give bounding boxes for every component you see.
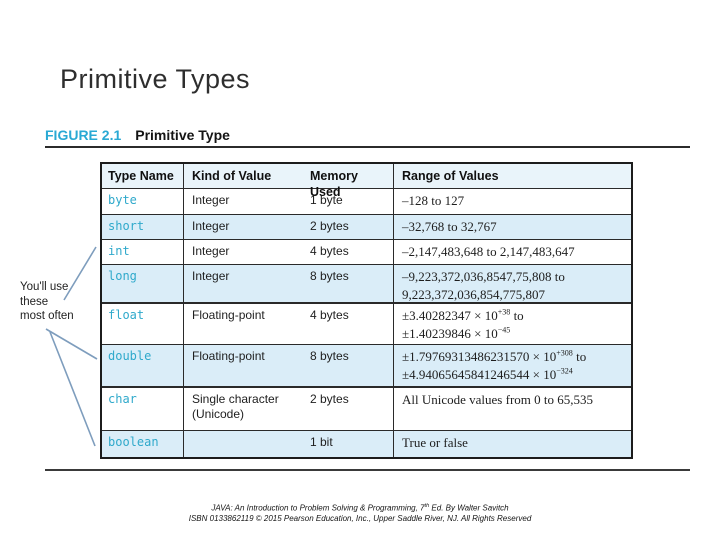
range-of-values-cell: True or false bbox=[402, 435, 468, 450]
table-row-byte: byte Integer 1 byte –128 to 127 bbox=[102, 188, 631, 214]
caption-rule bbox=[45, 146, 690, 148]
memory-used-cell: 8 bytes bbox=[302, 345, 394, 386]
kind-of-value-cell: Single character (Unicode) bbox=[192, 392, 279, 421]
column-header-memory-used: Memory Used bbox=[302, 164, 394, 199]
memory-used-cell: 4 bytes bbox=[302, 240, 394, 264]
table-row-double: double Floating-point 8 bytes ±1.7976931348… bbox=[102, 344, 631, 386]
kind-of-value-cell bbox=[184, 431, 302, 457]
table-header-row: Type Name Kind of Value Memory Used Rang… bbox=[102, 164, 631, 199]
column-header-kind-of-value: Kind of Value bbox=[192, 169, 272, 183]
memory-used-cell: 2 bytes bbox=[302, 388, 394, 430]
type-name-cell: short bbox=[102, 215, 184, 239]
memory-used-cell: 4 bytes bbox=[302, 304, 394, 344]
kind-of-value-cell: Integer bbox=[192, 219, 230, 233]
figure-caption: FIGURE 2.1 Primitive Type bbox=[45, 127, 230, 143]
type-name-cell: char bbox=[102, 388, 184, 430]
table-row-boolean: boolean 1 bit True or false bbox=[102, 430, 631, 457]
annotation-line: most often bbox=[20, 310, 74, 323]
annotation-text: You'll use these most often bbox=[20, 280, 74, 324]
page-title: Primitive Types bbox=[60, 64, 251, 94]
footer-credit: JAVA: An Introduction to Problem Solving… bbox=[0, 503, 720, 525]
type-name-cell: double bbox=[102, 345, 184, 386]
memory-used-cell: 1 bit bbox=[302, 431, 394, 457]
table-row-short: short Integer 2 bytes –32,768 to 32,767 bbox=[102, 214, 631, 239]
footer-line1: JAVA: An Introduction to Problem Solving… bbox=[211, 503, 509, 513]
table-row-long: long Integer 8 bytes –9,223,372,036,8547,75… bbox=[102, 264, 631, 302]
memory-used-cell: 1 byte bbox=[302, 189, 394, 214]
annotation-line: these bbox=[20, 295, 49, 308]
pointer-line-boolean bbox=[49, 331, 96, 447]
type-name-cell: int bbox=[102, 240, 184, 264]
range-of-values-cell: –32,768 to 32,767 bbox=[402, 219, 497, 234]
kind-of-value-cell: Integer bbox=[192, 193, 230, 207]
type-name-cell: long bbox=[102, 265, 184, 302]
kind-of-value-cell: Integer bbox=[192, 244, 230, 258]
column-header-type-name: Type Name bbox=[102, 164, 184, 188]
range-of-values-cell: ±3.40282347 × 10+38 to ±1.40239846 × 10−4… bbox=[402, 307, 524, 342]
primitive-types-table: Type Name Kind of Value Memory Used Rang… bbox=[100, 162, 633, 459]
memory-used-cell: 8 bytes bbox=[302, 265, 394, 302]
figure-label: FIGURE 2.1 bbox=[45, 127, 122, 143]
type-name-cell: boolean bbox=[102, 431, 184, 457]
kind-of-value-cell: Integer bbox=[192, 269, 230, 283]
footer-line2: ISBN 0133862119 © 2015 Pearson Education… bbox=[188, 514, 532, 524]
range-of-values-cell: –9,223,372,036,8547,75,808 to 9,223,372,0… bbox=[402, 269, 565, 303]
table-row-int: int Integer 4 bytes –2,147,483,648 to 2,147… bbox=[102, 239, 631, 264]
kind-of-value-cell: Floating-point bbox=[192, 308, 265, 322]
column-header-range-of-values: Range of Values bbox=[402, 169, 499, 183]
range-of-values-cell: –128 to 127 bbox=[402, 193, 465, 208]
pointer-line-double bbox=[45, 328, 98, 360]
table-row-char: char Single character (Unicode) 2 bytes All… bbox=[102, 386, 631, 430]
range-of-values-cell: ±1.79769313486231570 × 10+308 to ±4.94065… bbox=[402, 348, 587, 383]
memory-used-cell: 2 bytes bbox=[302, 215, 394, 239]
annotation-line: You'll use bbox=[20, 281, 69, 293]
table-row-float: float Floating-point 4 bytes ±3.40282347 × … bbox=[102, 302, 631, 344]
type-name-cell: byte bbox=[102, 189, 184, 214]
figure-title: Primitive Type bbox=[135, 127, 230, 143]
bottom-rule bbox=[45, 469, 690, 471]
kind-of-value-cell: Floating-point bbox=[192, 349, 265, 363]
type-name-cell: float bbox=[102, 304, 184, 344]
range-of-values-cell: All Unicode values from 0 to 65,535 bbox=[402, 392, 593, 407]
range-of-values-cell: –2,147,483,648 to 2,147,483,647 bbox=[402, 244, 575, 259]
